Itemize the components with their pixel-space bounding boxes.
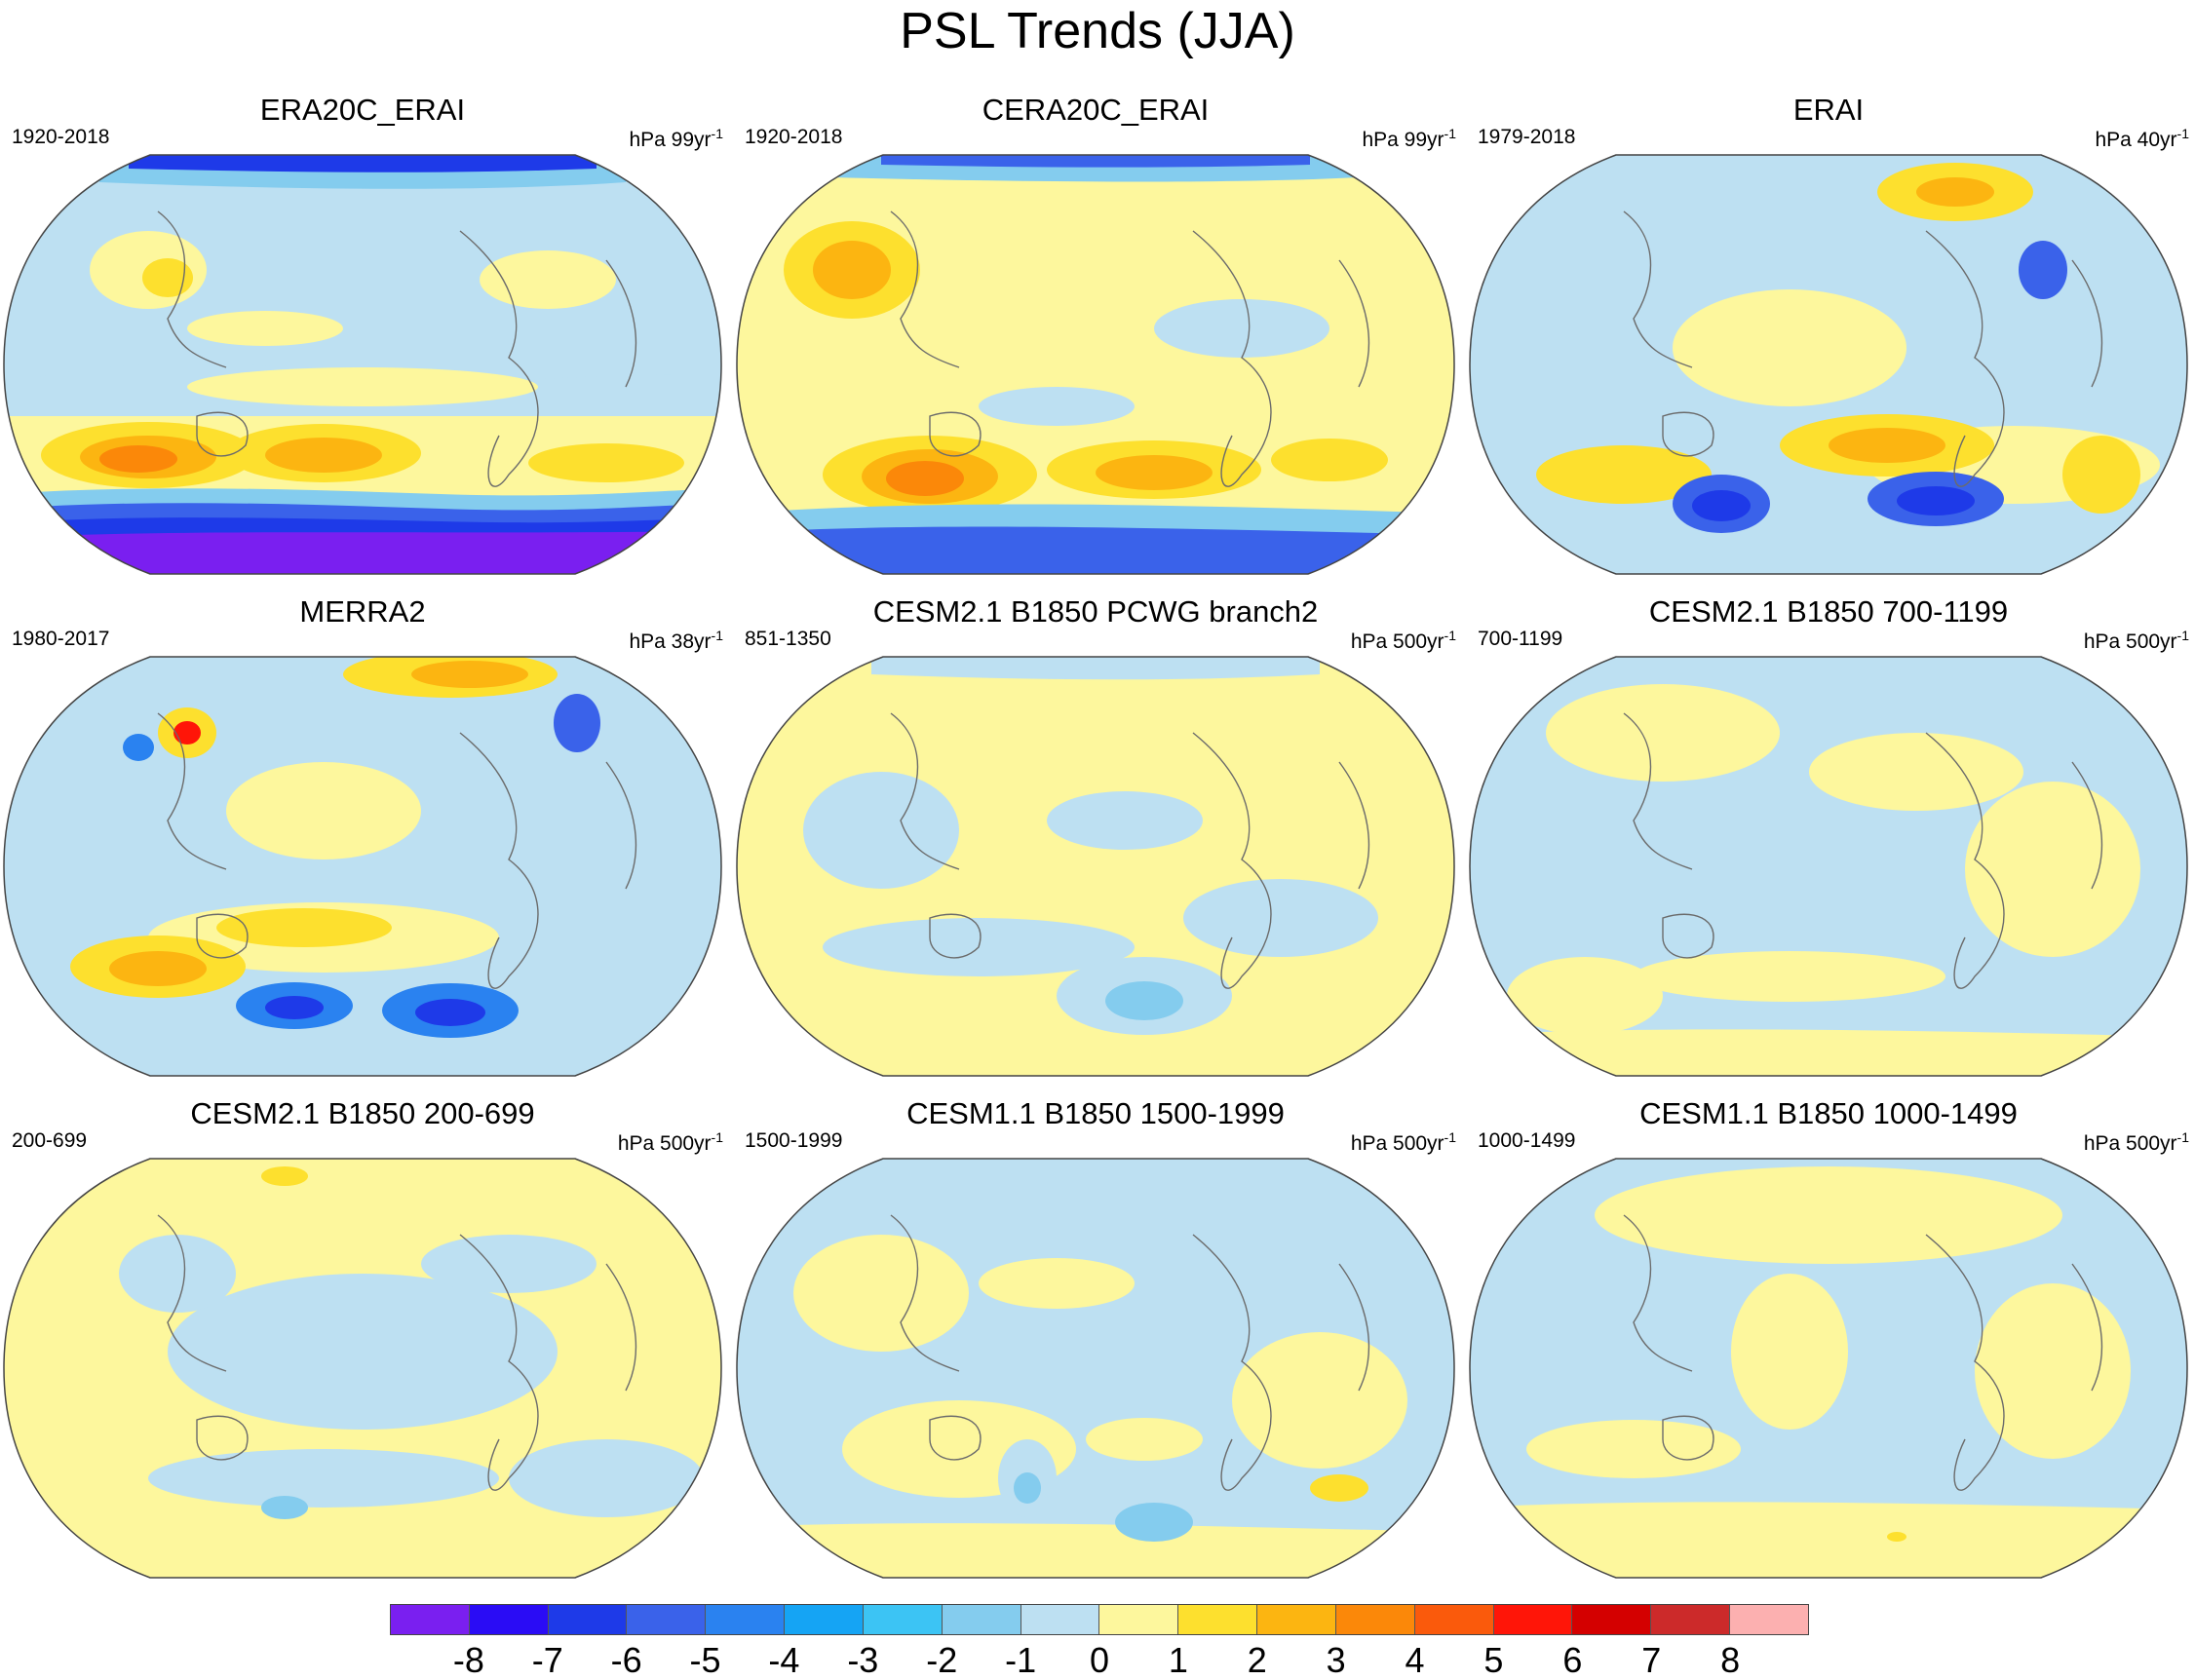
panel-units: hPa 500yr-1 — [2083, 628, 2189, 653]
trend-map — [1469, 1158, 2188, 1579]
map-panel-8: CESM1.1 B1850 1500-1999 1500-1999 hPa 50… — [735, 1094, 1456, 1580]
panel-title: CESM1.1 B1850 1000-1499 — [1639, 1096, 2018, 1130]
panel-title: CESM1.1 B1850 1500-1999 — [906, 1096, 1285, 1130]
panel-units: hPa 40yr-1 — [2095, 126, 2189, 151]
colorbar-label: 6 — [1562, 1640, 1583, 1680]
colorbar-label: -6 — [610, 1640, 642, 1680]
colorbar-box — [548, 1605, 628, 1634]
colorbar-box — [627, 1605, 707, 1634]
colorbar-box — [1099, 1605, 1179, 1634]
panel-title: CESM2.1 B1850 700-1199 — [1648, 594, 2009, 629]
colorbar-label: 2 — [1247, 1640, 1267, 1680]
map-panel-5: CESM2.1 B1850 PCWG branch2 851-1350 hPa … — [735, 592, 1456, 1078]
colorbar-box — [785, 1605, 864, 1634]
colorbar-box — [1335, 1605, 1415, 1634]
colorbar-box — [1493, 1605, 1573, 1634]
trend-map — [1469, 656, 2188, 1077]
panel-period: 1920-2018 — [745, 126, 843, 148]
trend-map — [3, 1158, 722, 1579]
map-panel-6: CESM2.1 B1850 700-1199 700-1199 hPa 500y… — [1468, 592, 2189, 1078]
panel-title: ERAI — [1792, 93, 1865, 127]
colorbar-box — [1730, 1605, 1808, 1634]
colorbar-label: 4 — [1405, 1640, 1425, 1680]
colorbar-box — [1257, 1605, 1336, 1634]
colorbar-label: 7 — [1641, 1640, 1662, 1680]
map-panel-9: CESM1.1 B1850 1000-1499 1000-1499 hPa 50… — [1468, 1094, 2189, 1580]
trend-map — [736, 1158, 1455, 1579]
colorbar-box — [706, 1605, 786, 1634]
figure-title: PSL Trends (JJA) — [900, 3, 1295, 59]
colorbar-box — [1651, 1605, 1731, 1634]
colorbar-box — [863, 1605, 943, 1634]
panel-period: 1980-2017 — [12, 628, 110, 650]
panel-period: 1979-2018 — [1478, 126, 1576, 148]
panel-units: hPa 500yr-1 — [2083, 1129, 2189, 1155]
colorbar-box — [391, 1605, 470, 1634]
colorbar-label: 5 — [1483, 1640, 1504, 1680]
colorbar-box — [1020, 1605, 1100, 1634]
panel-period: 1500-1999 — [745, 1129, 843, 1152]
panel-title: ERA20C_ERAI — [259, 93, 466, 127]
panel-title: MERRA2 — [299, 594, 426, 629]
colorbar-label: -8 — [452, 1640, 484, 1680]
colorbar-box — [1178, 1605, 1258, 1634]
colorbar-label: -7 — [531, 1640, 563, 1680]
colorbar-label: 1 — [1168, 1640, 1188, 1680]
panel-period: 1000-1499 — [1478, 1129, 1576, 1152]
colorbar-box — [469, 1605, 549, 1634]
colorbar-labels: -8 -7 -6 -5 -4 -3 -2 -1 0 1 2 3 4 5 6 7 8 — [390, 1641, 1809, 1680]
colorbar-label: -2 — [926, 1640, 958, 1680]
colorbar-label: 8 — [1720, 1640, 1741, 1680]
map-panel-2: CERA20C_ERAI 1920-2018 hPa 99yr-1 — [735, 91, 1456, 576]
trend-map — [736, 154, 1455, 575]
colorbar-label: -5 — [689, 1640, 721, 1680]
colorbar-label: 0 — [1089, 1640, 1110, 1680]
panel-period: 200-699 — [12, 1129, 88, 1152]
panel-units: hPa 99yr-1 — [1362, 126, 1456, 151]
trend-map — [3, 154, 722, 575]
map-panel-1: ERA20C_ERAI 1920-2018 hPa 99yr-1 — [2, 91, 723, 576]
panel-units: hPa 99yr-1 — [629, 126, 723, 151]
colorbar-box — [942, 1605, 1021, 1634]
trend-map — [1469, 154, 2188, 575]
panel-period: 700-1199 — [1478, 628, 1563, 650]
panel-units: hPa 500yr-1 — [617, 1129, 723, 1155]
panel-units: hPa 500yr-1 — [1350, 1129, 1456, 1155]
panel-title: CESM2.1 B1850 PCWG branch2 — [872, 594, 1319, 629]
colorbar-label: -1 — [1005, 1640, 1037, 1680]
trend-map — [736, 656, 1455, 1077]
panel-title: CERA20C_ERAI — [982, 93, 1210, 127]
map-panel-7: CESM2.1 B1850 200-699 200-699 hPa 500yr-… — [2, 1094, 723, 1580]
map-panel-4: MERRA2 1980-2017 hPa 38yr-1 — [2, 592, 723, 1078]
panel-units: hPa 38yr-1 — [629, 628, 723, 653]
panel-period: 1920-2018 — [12, 126, 110, 148]
colorbar-label: -4 — [768, 1640, 800, 1680]
map-panel-3: ERAI 1979-2018 hPa 40yr-1 — [1468, 91, 2189, 576]
colorbar-box — [1414, 1605, 1494, 1634]
panel-units: hPa 500yr-1 — [1350, 628, 1456, 653]
colorbar — [390, 1604, 1809, 1635]
colorbar-label: -3 — [847, 1640, 879, 1680]
trend-map — [3, 656, 722, 1077]
panel-title: CESM2.1 B1850 200-699 — [190, 1096, 535, 1130]
panel-period: 851-1350 — [745, 628, 831, 650]
colorbar-box — [1572, 1605, 1652, 1634]
colorbar-label: 3 — [1326, 1640, 1346, 1680]
